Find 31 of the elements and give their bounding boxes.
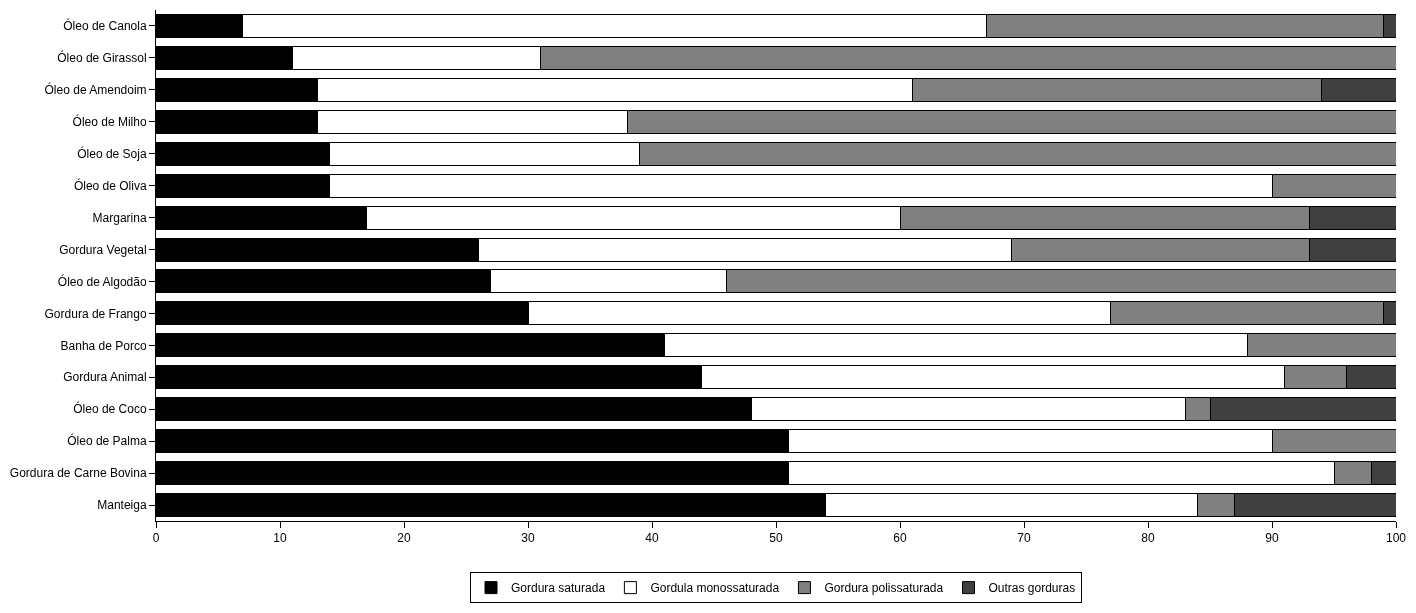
y-tick-label: Óleo de Soja xyxy=(77,145,147,161)
y-tick-label: Óleo de Coco xyxy=(73,401,147,417)
y-tick-label: Óleo de Canola xyxy=(63,18,147,34)
x-tick-label: 60 xyxy=(893,531,907,546)
x-tick-label: 20 xyxy=(397,531,411,546)
y-tick-label: Gordura Vegetal xyxy=(59,242,147,257)
y-tick-label: Banha de Porco xyxy=(60,338,147,353)
legend-label: Gordula monossaturada xyxy=(650,581,780,596)
x-tick-label: 80 xyxy=(1141,531,1155,546)
y-tick-label: Óleo de Girassol xyxy=(57,50,147,66)
y-tick-label: Margarina xyxy=(92,210,147,225)
y-tick-label: Óleo de Amendoim xyxy=(44,82,147,98)
y-tick-label: Óleo de Algodão xyxy=(57,273,147,289)
legend-label: Gordura saturada xyxy=(511,581,606,596)
y-tick-label: Óleo de Palma xyxy=(67,433,147,449)
y-tick-label: Gordura de Frango xyxy=(44,306,147,321)
x-tick-label: 50 xyxy=(769,531,783,546)
legend-label: Outras gorduras xyxy=(988,581,1076,596)
y-tick-label: Gordura Animal xyxy=(63,370,147,385)
x-tick-label: 70 xyxy=(1017,531,1031,546)
y-tick-label: Óleo de Milho xyxy=(72,113,147,129)
y-tick-label: Gordura de Carne Bovina xyxy=(9,466,147,481)
x-tick-label: 0 xyxy=(152,531,160,546)
y-tick-label: Óleo de Oliva xyxy=(73,177,147,193)
x-tick-label: 30 xyxy=(521,531,535,546)
y-tick-label: Manteiga xyxy=(97,498,147,513)
x-tick-label: 40 xyxy=(645,531,659,546)
x-tick-label: 100 xyxy=(1385,531,1407,546)
x-tick-label: 10 xyxy=(273,531,287,546)
legend-label: Gordura polissaturada xyxy=(824,581,944,596)
x-tick-label: 90 xyxy=(1265,531,1279,546)
